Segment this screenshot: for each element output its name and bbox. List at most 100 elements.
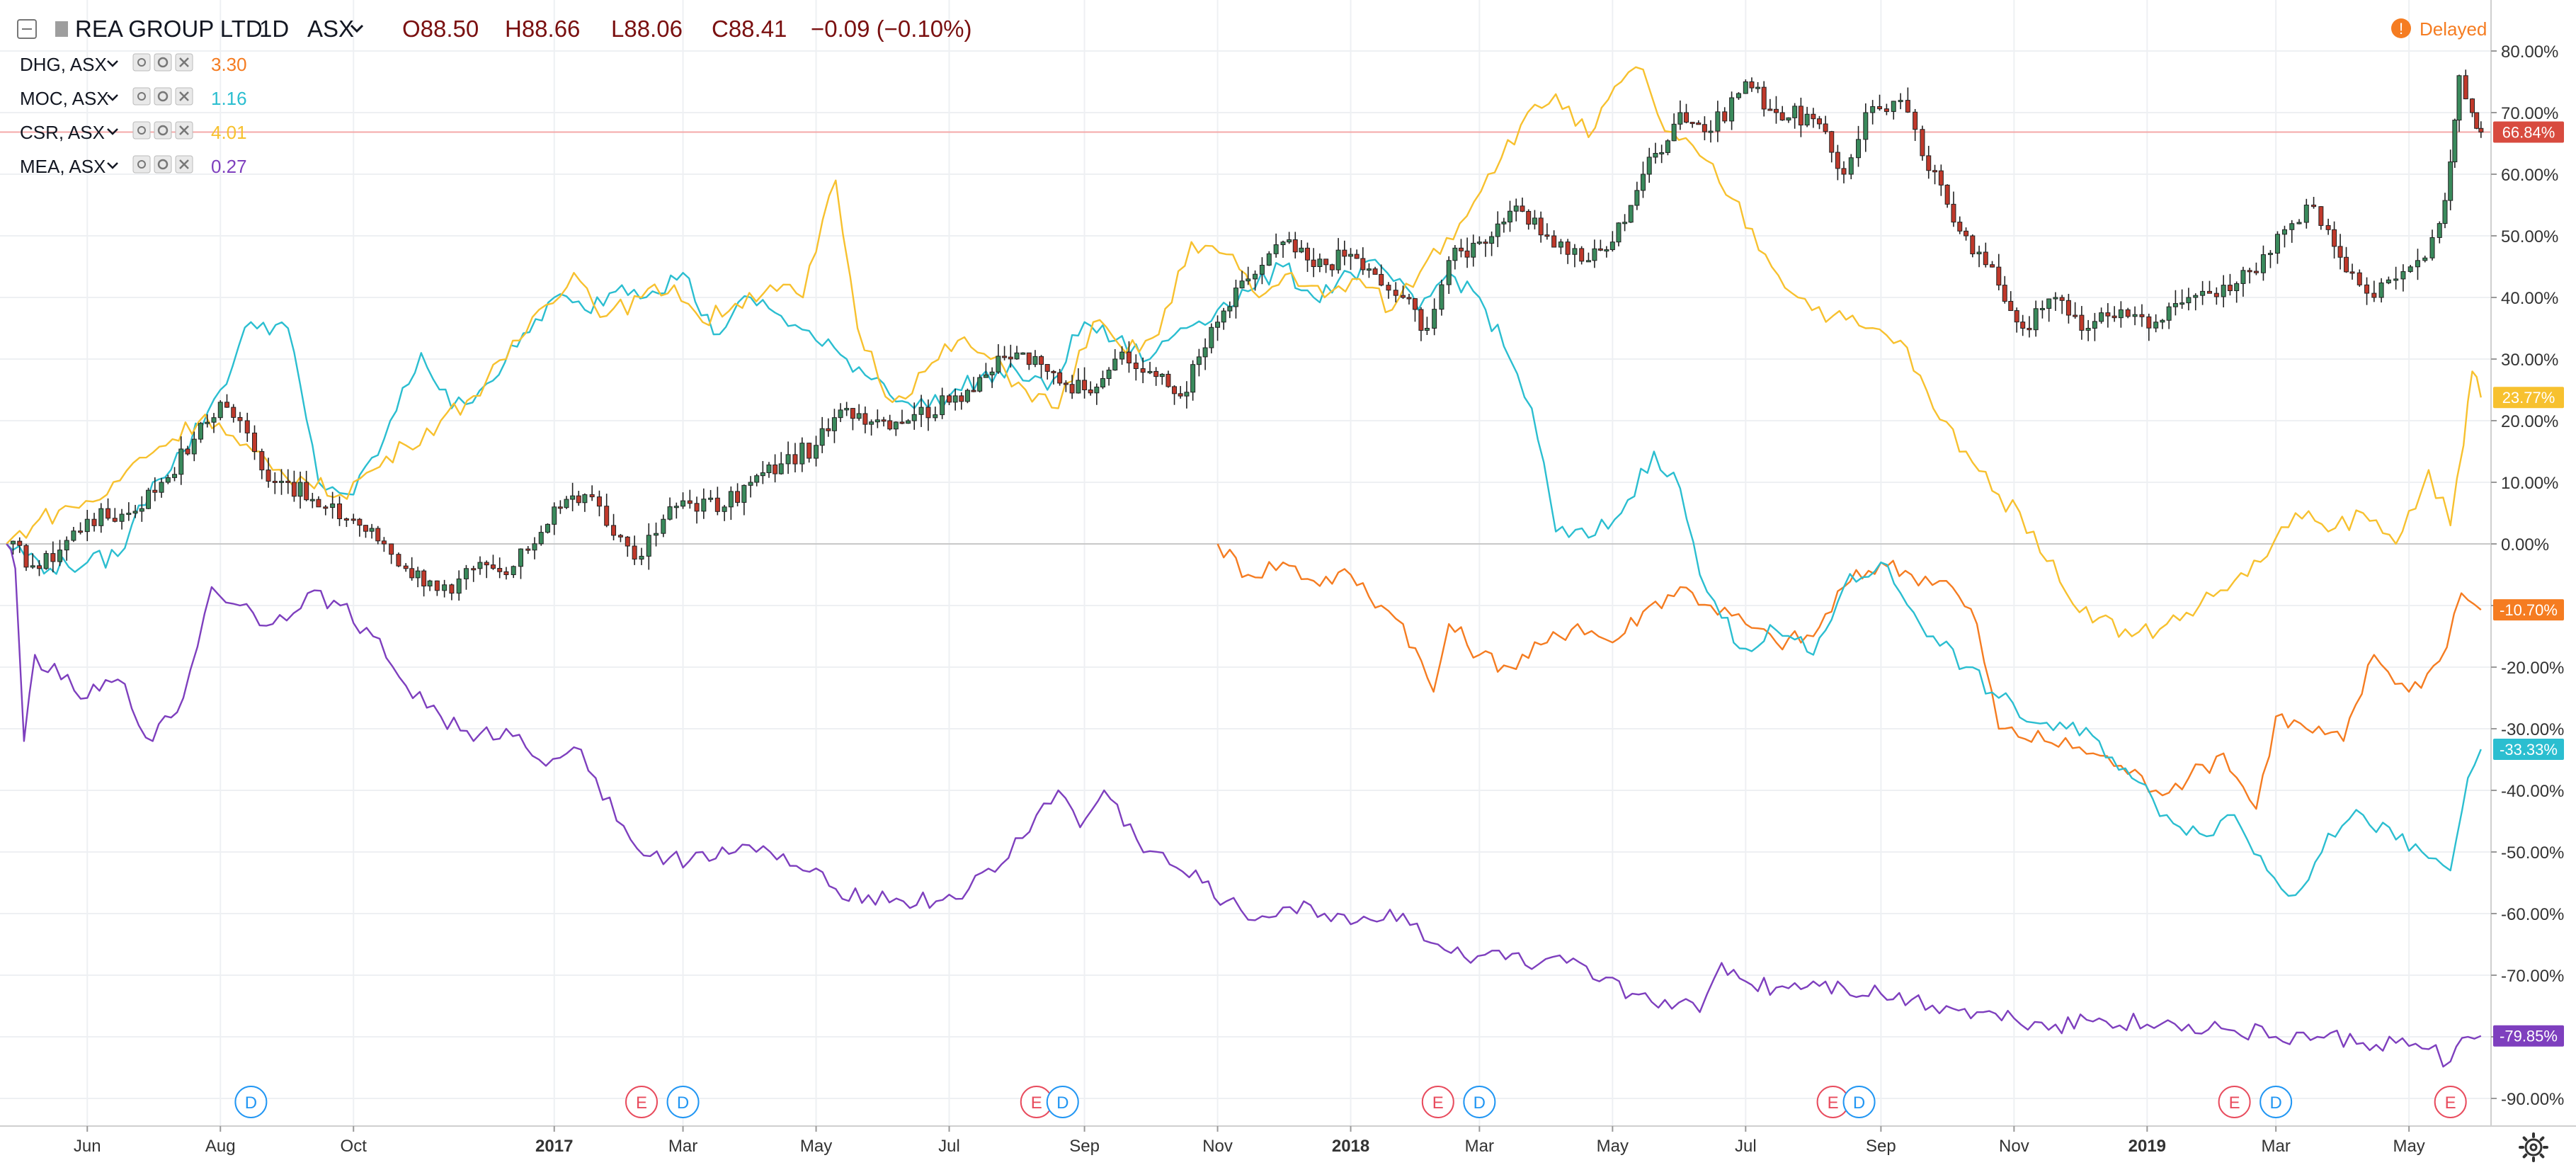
candle-body	[1483, 241, 1488, 244]
eye-icon-pupil	[137, 58, 146, 67]
x-tick-label: Oct	[341, 1137, 367, 1156]
candle-body	[1299, 247, 1304, 253]
legend-label[interactable]: MEA, ASX	[20, 156, 106, 177]
candle-body	[2002, 285, 2007, 302]
interval[interactable]: 1D	[259, 16, 289, 42]
candle-body	[357, 518, 363, 526]
candle-body	[2260, 254, 2266, 273]
candle-body	[484, 562, 489, 566]
x-tick-label: May	[800, 1137, 832, 1156]
candle-body	[2014, 310, 2019, 323]
candle-body	[714, 497, 720, 512]
candle-body	[2400, 271, 2406, 280]
candle-body	[1532, 217, 1537, 225]
legend-label[interactable]: MOC, ASX	[20, 88, 109, 109]
legend-label[interactable]: CSR, ASX	[20, 122, 105, 143]
event-marker-E[interactable]	[1421, 1086, 1454, 1118]
chevron-down-icon[interactable]	[350, 24, 364, 33]
candle-body	[2478, 127, 2484, 132]
event-marker-E[interactable]	[625, 1086, 659, 1118]
candle-body	[2039, 307, 2045, 310]
y-tick-label: -40.00%	[2501, 782, 2564, 801]
eye-icon[interactable]	[132, 155, 151, 174]
candle-body	[525, 548, 531, 551]
eye-icon[interactable]	[132, 53, 151, 72]
eye-icon[interactable]	[132, 121, 151, 140]
chevron-down-icon[interactable]	[107, 162, 118, 169]
event-marker-D[interactable]	[1046, 1086, 1079, 1118]
candle-body	[1551, 235, 1557, 248]
candle-body	[611, 525, 617, 536]
candle-body	[971, 390, 976, 392]
event-marker-label: D	[1853, 1093, 1865, 1113]
candle-body	[2442, 200, 2448, 225]
legend-label[interactable]: DHG, ASX	[20, 54, 107, 75]
settings-icon[interactable]	[154, 121, 172, 140]
candle-body	[463, 568, 469, 579]
event-marker-D[interactable]	[234, 1086, 268, 1118]
candle-body	[2371, 292, 2377, 298]
candle-body	[2046, 298, 2052, 309]
candle-body	[1166, 373, 1171, 387]
candle-body	[1597, 248, 1603, 251]
chevron-down-icon[interactable]	[107, 128, 118, 135]
settings-icon[interactable]	[154, 155, 172, 174]
chevron-down-icon[interactable]	[107, 94, 118, 101]
candle-body	[1014, 352, 1020, 360]
x-tick-label: Jun	[74, 1137, 101, 1156]
collapse-icon[interactable]	[17, 19, 37, 39]
event-marker-E[interactable]	[2218, 1086, 2251, 1118]
candle-body	[1008, 356, 1013, 360]
candle-body	[1883, 108, 1889, 112]
candle-body	[91, 518, 97, 526]
candle-body	[2033, 308, 2039, 331]
event-marker-E[interactable]	[2434, 1086, 2467, 1118]
eye-icon[interactable]	[132, 87, 151, 106]
candle-body	[778, 463, 784, 474]
candle-body	[1082, 380, 1088, 391]
event-marker-label: D	[1474, 1093, 1486, 1113]
candle-body	[654, 533, 659, 536]
candle-body	[1233, 288, 1238, 307]
candle-body	[1266, 253, 1272, 266]
candle-body	[589, 494, 595, 498]
candle-body	[2289, 223, 2295, 230]
settings-gear-icon[interactable]	[2519, 1132, 2548, 1162]
candle-body	[557, 506, 563, 509]
candle-body	[1729, 97, 1735, 122]
settings-icon[interactable]	[154, 53, 172, 72]
candle-body	[2213, 292, 2219, 297]
candle-body	[185, 448, 190, 455]
event-marker-D[interactable]	[666, 1086, 700, 1118]
candle-body	[369, 528, 375, 532]
last-value-text: 23.77%	[2502, 389, 2555, 407]
chevron-down-icon[interactable]	[107, 60, 118, 67]
candle-body	[2247, 270, 2252, 273]
flag-icon[interactable]	[55, 21, 68, 37]
candle-body	[1877, 106, 1883, 110]
legend-value: 4.01	[211, 122, 247, 143]
event-marker-label: D	[245, 1093, 257, 1113]
candle-body	[2118, 309, 2124, 319]
main-series-candles	[10, 69, 2484, 601]
candle-body	[1495, 223, 1500, 237]
event-marker-D[interactable]	[1463, 1086, 1496, 1118]
delayed-label[interactable]: Delayed	[2420, 18, 2487, 40]
symbol-name[interactable]: REA GROUP LTD	[75, 16, 263, 42]
event-marker-D[interactable]	[2259, 1086, 2293, 1118]
series-line-csr	[6, 66, 2482, 640]
delayed-icon[interactable]	[2391, 18, 2411, 38]
candle-body	[490, 564, 496, 569]
candle-body	[389, 543, 394, 555]
time-axis[interactable]: Jun Aug Oct 2017 Mar May Jul Sep Nov 2018 Mar May Ju…	[74, 1126, 2425, 1156]
candle-body	[2253, 271, 2259, 273]
event-marker-D[interactable]	[1842, 1086, 1876, 1118]
candle-body	[126, 513, 132, 515]
settings-icon[interactable]	[154, 87, 172, 106]
exchange[interactable]: ASX	[307, 16, 354, 42]
candle-body	[43, 553, 49, 569]
candle-body	[1311, 259, 1316, 267]
candle-body	[396, 554, 401, 567]
candle-body	[1622, 222, 1628, 225]
